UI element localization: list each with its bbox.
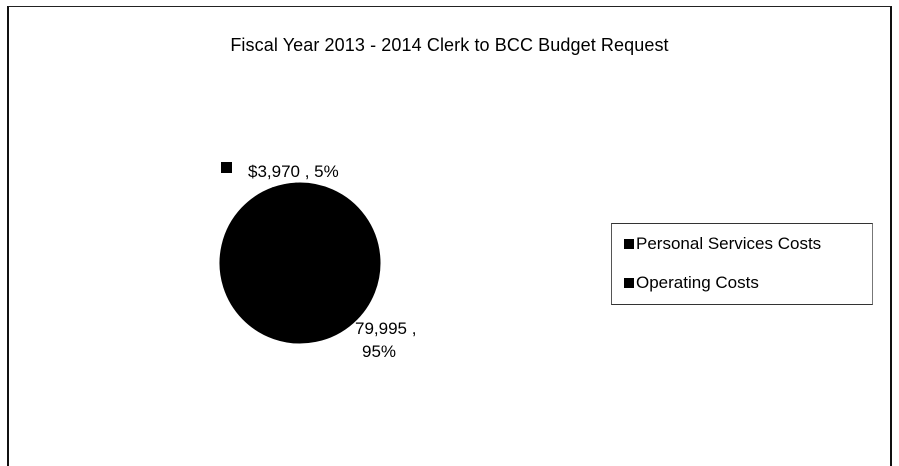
legend-swatch-personal-services xyxy=(624,239,634,249)
data-label-personal-services-line2: 95% xyxy=(362,342,396,361)
legend-item-operating-costs: Operating Costs xyxy=(624,273,759,293)
chart-title: Fiscal Year 2013 - 2014 Clerk to BCC Bud… xyxy=(230,35,669,55)
legend: Personal Services Costs Operating Costs xyxy=(611,223,873,305)
legend-label-personal-services: Personal Services Costs xyxy=(636,234,822,253)
legend-swatch-operating-costs xyxy=(624,278,634,288)
legend-item-personal-services: Personal Services Costs xyxy=(624,234,821,254)
data-label-operating-costs: $3,970 , 5% xyxy=(248,162,339,181)
data-label-marker-operating xyxy=(221,162,232,173)
data-label-personal-services-line1: 79,995 , xyxy=(355,319,416,338)
legend-label-operating-costs: Operating Costs xyxy=(636,273,759,292)
pie-slice-operating-costs xyxy=(272,182,301,264)
chart-area-frame xyxy=(7,6,892,466)
